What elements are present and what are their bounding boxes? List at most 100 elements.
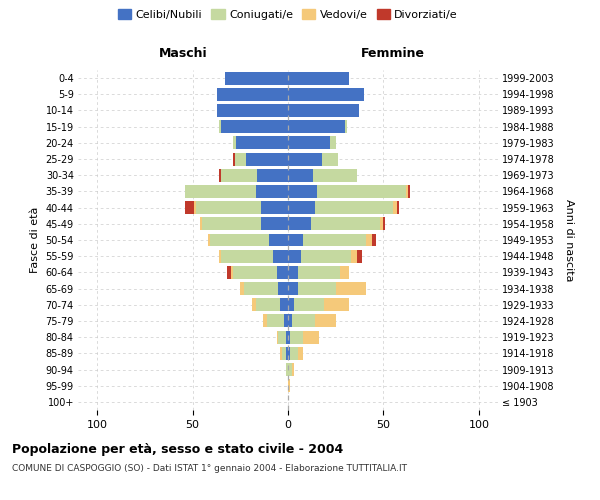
Bar [286,347,288,360]
Bar [278,330,286,344]
Bar [311,218,380,230]
Bar [366,234,372,246]
Y-axis label: Fasce di età: Fasce di età [30,207,40,273]
Bar [288,234,303,246]
Text: Maschi: Maschi [158,47,208,60]
Bar [322,152,338,166]
Bar [298,347,303,360]
Bar [288,314,292,328]
Bar [233,152,235,166]
Bar [345,120,347,133]
Bar [383,218,385,230]
Bar [317,185,406,198]
Bar [406,185,408,198]
Bar [256,185,288,198]
Bar [280,347,282,360]
Bar [340,266,349,279]
Bar [298,266,340,279]
Bar [288,330,290,344]
Bar [315,201,393,214]
Bar [208,234,210,246]
Bar [185,201,194,214]
Bar [235,152,246,166]
Bar [284,314,288,328]
Bar [313,169,357,181]
Bar [221,169,257,181]
Bar [233,266,277,279]
Bar [372,234,376,246]
Bar [397,201,399,214]
Bar [357,250,362,262]
Bar [219,169,221,181]
Bar [277,266,288,279]
Bar [301,250,351,262]
Bar [219,250,221,262]
Text: Femmine: Femmine [361,47,425,60]
Bar [288,201,315,214]
Bar [303,234,366,246]
Bar [330,136,336,149]
Bar [290,330,303,344]
Bar [324,298,349,311]
Bar [288,88,364,101]
Bar [288,185,317,198]
Bar [217,104,288,117]
Bar [280,298,288,311]
Bar [288,218,311,230]
Bar [288,298,294,311]
Bar [185,185,256,198]
Bar [286,330,288,344]
Bar [278,282,288,295]
Bar [244,282,278,295]
Bar [263,314,267,328]
Bar [288,250,301,262]
Bar [292,314,315,328]
Bar [336,282,366,295]
Bar [288,136,330,149]
Bar [298,282,336,295]
Bar [288,104,359,117]
Bar [231,266,233,279]
Bar [288,169,313,181]
Bar [303,330,319,344]
Legend: Celibi/Nubili, Coniugati/e, Vedovi/e, Divorziati/e: Celibi/Nubili, Coniugati/e, Vedovi/e, Di… [113,5,463,24]
Text: Popolazione per età, sesso e stato civile - 2004: Popolazione per età, sesso e stato civil… [12,442,343,456]
Bar [282,347,286,360]
Bar [288,282,298,295]
Bar [219,120,221,133]
Bar [273,250,288,262]
Bar [380,218,383,230]
Bar [246,152,288,166]
Bar [261,218,288,230]
Bar [267,314,284,328]
Bar [252,298,256,311]
Bar [200,218,202,230]
Bar [233,136,236,149]
Bar [288,347,290,360]
Bar [194,201,196,214]
Bar [221,120,288,133]
Bar [269,234,288,246]
Bar [393,201,397,214]
Bar [290,347,298,360]
Bar [288,120,345,133]
Bar [202,218,261,230]
Bar [227,266,231,279]
Text: COMUNE DI CASPOGGIO (SO) - Dati ISTAT 1° gennaio 2004 - Elaborazione TUTTITALIA.: COMUNE DI CASPOGGIO (SO) - Dati ISTAT 1°… [12,464,407,473]
Bar [257,169,288,181]
Bar [225,72,288,85]
Bar [240,282,244,295]
Bar [196,201,261,214]
Bar [217,88,288,101]
Bar [210,234,269,246]
Bar [315,314,336,328]
Bar [288,152,322,166]
Bar [288,379,290,392]
Bar [286,363,288,376]
Bar [408,185,410,198]
Y-axis label: Anni di nascita: Anni di nascita [565,198,574,281]
Bar [294,298,324,311]
Bar [288,363,292,376]
Bar [288,266,298,279]
Bar [277,330,278,344]
